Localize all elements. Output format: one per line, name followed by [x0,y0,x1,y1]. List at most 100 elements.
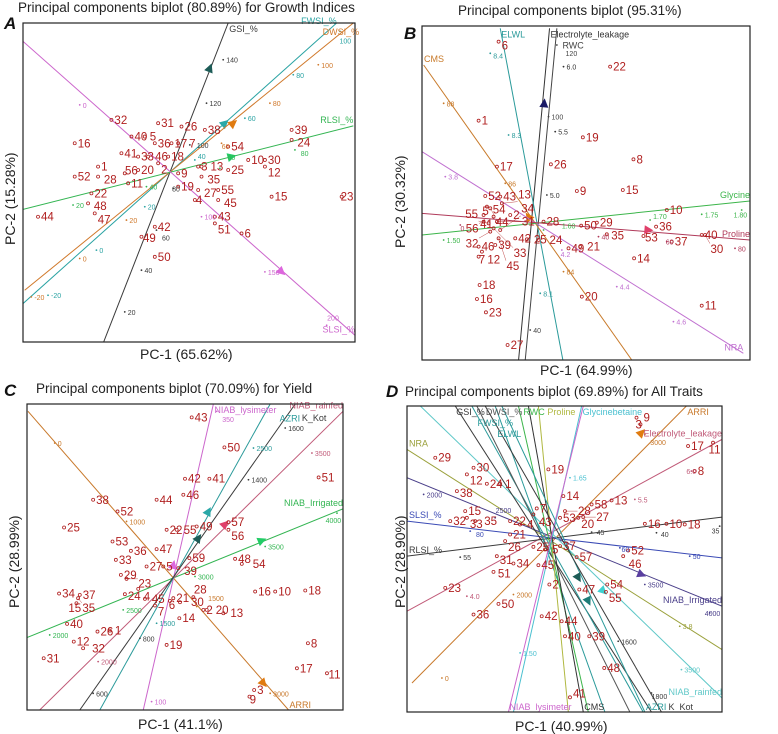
vector-axis-line [471,406,644,712]
point-label: 49 [143,233,156,245]
vector-fwsi- [23,23,341,304]
tick-mark [243,117,246,120]
point-label: 46 [155,152,168,164]
vector-niab-lysimeter [142,404,218,710]
panel-a-title: Principal components biplot (80.89%) for… [18,0,355,15]
tick-label: 140 [226,58,238,65]
point-label: 46 [186,490,199,502]
point-marker [136,168,141,172]
point-marker [536,238,541,242]
point-marker [339,194,344,199]
point-label: 31 [161,118,174,130]
point-label: 19 [181,182,194,194]
panel-c-ylabel: PC-2 (28.99%) [6,515,22,608]
vector-label: RLSI_% [409,545,442,555]
point-marker [41,656,46,661]
point-label: 28 [578,506,591,518]
point-marker [471,612,476,617]
point-label: 15 [626,185,639,197]
point-label: 52 [78,172,91,184]
label-leader-line [501,201,518,204]
point-marker [156,161,161,166]
vector-nra [407,448,722,651]
point-label: 12 [487,254,500,266]
label-leader-line [478,220,489,224]
point-marker [496,39,501,44]
tick-mark [53,442,56,444]
tick-mark [284,427,287,429]
vector-rlsi- [23,125,354,210]
point-label: 17 [500,162,513,174]
tick-mark [78,103,81,106]
point-label: 24 [490,479,503,491]
vector-axis-line [103,23,229,342]
point-label: 39 [592,631,605,643]
point-label: 40 [568,631,581,643]
point-marker [216,188,221,192]
point-label: 25 [536,542,549,554]
vector-glycinebetaine [512,406,583,712]
vector-arrow-marker [644,225,654,235]
tick-mark [569,476,571,479]
vector-axis-line [512,406,583,712]
point-marker [176,141,181,146]
point-label: 38 [460,488,473,500]
tick-mark [444,175,447,178]
point-marker [92,211,97,216]
point-marker [632,256,637,261]
point-marker [303,588,308,593]
vector-azri [99,404,271,710]
tick-mark [545,194,548,196]
tick-mark [643,583,646,586]
tick-label: 50 [693,554,701,561]
point-marker [483,194,488,198]
point-label: 43 [503,192,516,204]
point-label: 31 [522,217,535,229]
point-label: 12 [268,168,281,180]
vector-label: FWSI_% [477,418,513,428]
vector-niab-irrigated [407,477,722,614]
tick-label: 4.6 [676,320,686,327]
point-label: 39 [498,240,511,252]
point-label: 53 [116,536,129,548]
tick-mark [140,269,143,272]
tick-mark [633,498,636,501]
point-marker [699,303,704,308]
point-label: 51 [322,472,335,484]
tick-label: 100 [155,700,167,707]
plot-frame [421,25,751,361]
vector-axis-line [537,406,569,712]
point-marker [77,592,82,597]
vector-label: GSI_% [229,24,258,34]
point-label: 48 [94,201,107,213]
point-label: 23 [448,583,461,595]
point-marker [91,497,96,502]
point-marker [531,544,536,549]
point-label: 16 [258,587,271,599]
point-marker [62,525,66,530]
point-label: 32 [92,643,105,655]
tick-label: 1500 [160,621,176,628]
vector-label: ARRI [290,700,312,710]
panel-letter-a: A [4,14,17,33]
point-label: 6 [502,41,508,53]
point-label: 50 [584,221,597,233]
tick-label: 3.8 [683,624,693,631]
tick-mark [734,247,736,250]
tick-label: 60 [621,547,629,554]
point-label: 26 [508,542,521,554]
point-label: 56 [231,531,244,543]
tick-mark [708,611,711,614]
point-marker [534,506,539,511]
tick-label: 150 [268,270,280,277]
vector-axis-line [39,410,343,710]
tick-mark [590,531,593,534]
tick-label: 2500 [496,508,512,515]
panel-letter-c: C [4,381,17,400]
tick-label: 0 [83,103,87,110]
vector-label: ELWL [501,29,525,39]
vector-arrow-marker [539,98,549,108]
point-marker [128,548,133,553]
vector-label: Glycinebetaine [583,407,643,417]
point-marker [189,415,194,420]
